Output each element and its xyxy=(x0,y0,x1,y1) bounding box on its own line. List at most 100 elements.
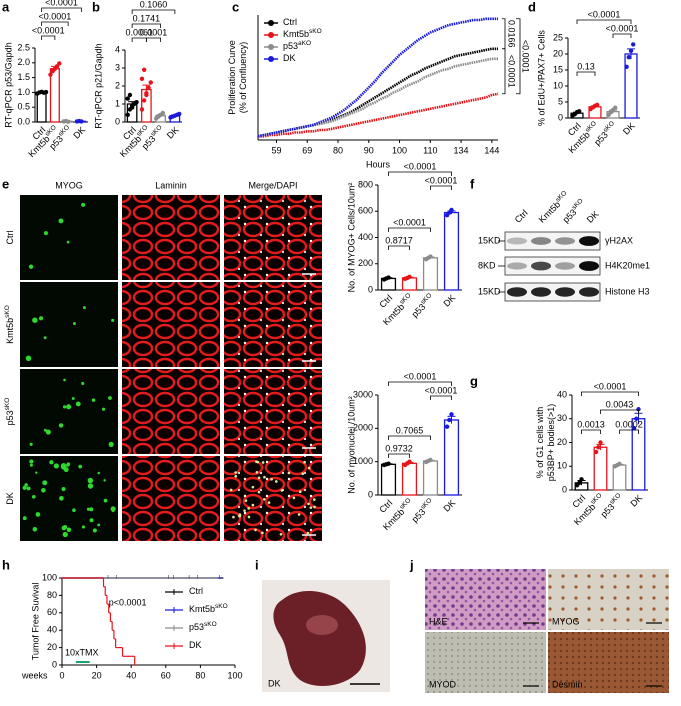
row-label-text: DK xyxy=(5,492,15,505)
y-tick-label: 2.0 xyxy=(17,57,30,67)
panel-letter: d xyxy=(528,0,536,14)
y-tick-label: 25 xyxy=(553,32,563,42)
nucleus xyxy=(234,471,237,474)
nucleus xyxy=(58,218,64,224)
x-tick-label: 40 xyxy=(126,670,136,680)
y-tick-label: 1 xyxy=(115,98,120,108)
legend-label-sup: sKO xyxy=(309,28,322,35)
bar xyxy=(36,91,47,123)
y-tick-label: 10 xyxy=(553,80,563,90)
y-tick-label: 2000 xyxy=(353,423,373,433)
legend-label-text: Ctrl xyxy=(189,586,203,596)
bar xyxy=(443,419,460,496)
blot-band xyxy=(507,237,527,245)
row-label-text: Ctrl xyxy=(5,231,15,245)
band-label: Histone H3 xyxy=(605,286,650,296)
nucleus xyxy=(62,531,68,538)
blot-band xyxy=(531,237,551,245)
nucleus xyxy=(255,470,259,474)
nucleus xyxy=(66,527,72,533)
significance-bracket xyxy=(388,227,431,232)
nucleus xyxy=(247,515,251,519)
blot-band xyxy=(555,237,575,245)
image-label: Desmin xyxy=(552,679,583,689)
y-tick-label: 800 xyxy=(358,179,373,189)
nucleus xyxy=(75,401,81,407)
lane-label: DK xyxy=(585,209,601,225)
x-tick-label: 59 xyxy=(271,145,281,155)
y-tick-label: 80 xyxy=(47,590,57,600)
legend-label-text: DK xyxy=(189,640,202,650)
annotation-bracket xyxy=(516,18,521,95)
significance-bracket xyxy=(41,7,82,12)
x-tick-label: 69 xyxy=(302,145,312,155)
data-point xyxy=(579,477,584,482)
myog-image xyxy=(20,195,118,280)
histology-image xyxy=(548,632,669,693)
column-header: Laminin xyxy=(155,180,187,190)
blot-band xyxy=(507,262,527,270)
nucleus xyxy=(61,486,66,492)
blot-band xyxy=(579,287,599,297)
panel-letter: f xyxy=(470,176,475,191)
significance-bracket xyxy=(388,435,431,440)
significance-bracket xyxy=(600,409,639,414)
p-value: 0.0043 xyxy=(606,399,634,409)
nucleus xyxy=(78,464,83,469)
y-tick-label: 40 xyxy=(47,625,57,635)
annotation-bracket xyxy=(502,18,506,50)
panel-letter: g xyxy=(470,373,478,388)
nucleus xyxy=(61,525,67,531)
p-value: 0.13 xyxy=(577,61,595,71)
nucleus xyxy=(307,466,311,470)
data-point xyxy=(631,426,637,431)
histology-image xyxy=(548,569,669,630)
annotation: p<0.0001 xyxy=(109,597,147,607)
x-tick-label-sup: sKO xyxy=(57,124,71,138)
x-tick-label-sup: sKO xyxy=(420,292,434,306)
nucleus xyxy=(25,355,32,362)
tumor-highlight xyxy=(306,615,338,635)
data-point xyxy=(386,461,391,466)
nucleus xyxy=(60,463,67,469)
marker-label: 15KD xyxy=(478,235,501,245)
nucleus xyxy=(313,498,316,501)
x-tick-label: 20 xyxy=(92,670,102,680)
nucleus xyxy=(81,525,85,529)
p-value: <0.0001 xyxy=(393,217,426,227)
nucleus xyxy=(38,316,44,321)
p-value: <0.0001 xyxy=(404,161,437,171)
legend-label: Kmt5bsKO xyxy=(283,28,322,39)
nucleus xyxy=(63,378,66,382)
nucleus xyxy=(111,509,115,513)
data-point xyxy=(139,107,145,112)
data-point xyxy=(144,92,149,98)
p-value: 0.0002 xyxy=(615,419,643,429)
myog-image xyxy=(20,369,118,454)
nucleus xyxy=(43,428,47,432)
nucleus xyxy=(306,531,310,535)
nucleus xyxy=(101,407,106,411)
nucleus xyxy=(58,423,64,428)
y-tick-label: 2.5 xyxy=(17,42,30,52)
x-tick-label-sup: sKO xyxy=(420,497,434,511)
p-value: <0.0001 xyxy=(594,381,627,391)
nucleus xyxy=(42,480,48,486)
nucleus xyxy=(243,509,246,512)
row-label: Kmt5bsKO xyxy=(4,305,15,344)
legend-label: p53aKO xyxy=(283,40,311,51)
panel-letter: a xyxy=(2,0,10,14)
photo-label: DK xyxy=(268,678,281,688)
x-tick-label: DK xyxy=(165,125,181,141)
x-tick-label-sup: sKO xyxy=(584,120,598,134)
legend-label-sup: sKO xyxy=(204,621,217,628)
significance-bracket xyxy=(131,37,147,42)
y-tick-label: 0 xyxy=(558,112,563,122)
data-point xyxy=(447,417,452,423)
tumor xyxy=(273,590,366,686)
laminin-image xyxy=(122,282,220,367)
panel-letter: c xyxy=(232,0,239,14)
y-tick-label: 3 xyxy=(115,62,120,72)
p-value: <0.0001 xyxy=(45,0,78,7)
